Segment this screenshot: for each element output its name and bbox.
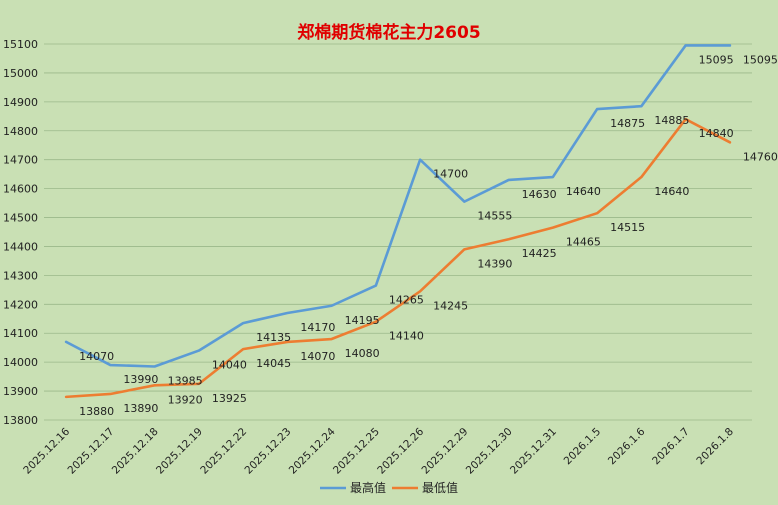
x-tick-label: 2025.12.16 [21,425,72,476]
data-label: 14265 [389,294,424,307]
y-tick-label: 15000 [3,67,38,80]
y-tick-label: 14700 [3,154,38,167]
y-tick-label: 13900 [3,385,38,398]
data-label: 13990 [123,373,158,386]
data-label: 14170 [300,321,335,334]
data-label: 14630 [522,188,557,201]
y-tick-label: 14200 [3,298,38,311]
data-label: 14515 [610,221,645,234]
x-tick-label: 2025.12.30 [464,426,515,477]
data-label: 15095 [743,53,778,66]
y-tick-label: 14100 [3,327,38,340]
x-tick-label: 2026.1.6 [606,425,648,467]
data-label: 14390 [477,257,512,270]
data-label: 14070 [300,350,335,363]
data-label: 14045 [256,357,291,370]
data-label: 14760 [743,150,778,163]
data-label: 14640 [566,185,601,198]
series-line-2 [64,117,732,399]
y-tick-label: 14300 [3,269,38,282]
x-tick-label: 2025.12.31 [508,426,559,477]
x-tick-label: 2025.12.29 [419,426,470,477]
x-tick-label: 2025.12.26 [375,425,426,476]
data-label: 13890 [123,402,158,415]
data-label: 14555 [477,210,512,223]
data-label: 13920 [168,393,203,406]
x-tick-label: 2025.12.23 [242,426,293,477]
chart-title: 郑棉期货棉花主力2605 [297,23,481,43]
data-label: 13985 [168,374,203,387]
y-tick-label: 14000 [3,356,38,369]
data-label: 13925 [212,392,247,405]
data-label: 14465 [566,236,601,249]
data-label: 14875 [610,117,645,130]
y-tick-label: 14600 [3,183,38,196]
data-label: 14700 [433,168,468,181]
data-label: 14195 [345,314,380,327]
legend-label-2: 最低值 [422,480,458,495]
data-label: 14070 [79,350,114,363]
y-tick-label: 13800 [3,414,38,427]
data-label: 13880 [79,405,114,418]
data-label: 14080 [345,347,380,360]
data-label: 14140 [389,330,424,343]
x-tick-label: 2026.1.7 [650,426,692,468]
x-tick-label: 2025.12.17 [65,426,116,477]
x-tick-label: 2025.12.22 [198,426,249,477]
data-label: 14885 [654,114,689,127]
x-tick-label: 2025.12.18 [110,426,161,477]
x-tick-label: 2026.1.5 [562,426,604,468]
legend-label-1: 最高值 [350,480,386,495]
x-tick-label: 2025.12.24 [287,425,338,476]
x-tick-label: 2025.12.25 [331,426,382,477]
data-label: 14040 [212,359,247,372]
x-tick-label: 2025.12.19 [154,426,205,477]
data-label: 14135 [256,331,291,344]
y-tick-label: 14900 [3,96,38,109]
data-label: 14840 [699,127,734,140]
data-label: 14640 [654,185,689,198]
data-label: 14425 [522,247,557,260]
y-tick-label: 14800 [3,125,38,138]
x-tick-label: 2026.1.8 [694,426,736,468]
y-tick-label: 15100 [3,38,38,51]
y-tick-label: 14400 [3,240,38,253]
data-label: 15095 [699,53,734,66]
data-label: 14245 [433,299,468,312]
series-line-1 [64,44,732,368]
y-tick-label: 14500 [3,212,38,225]
